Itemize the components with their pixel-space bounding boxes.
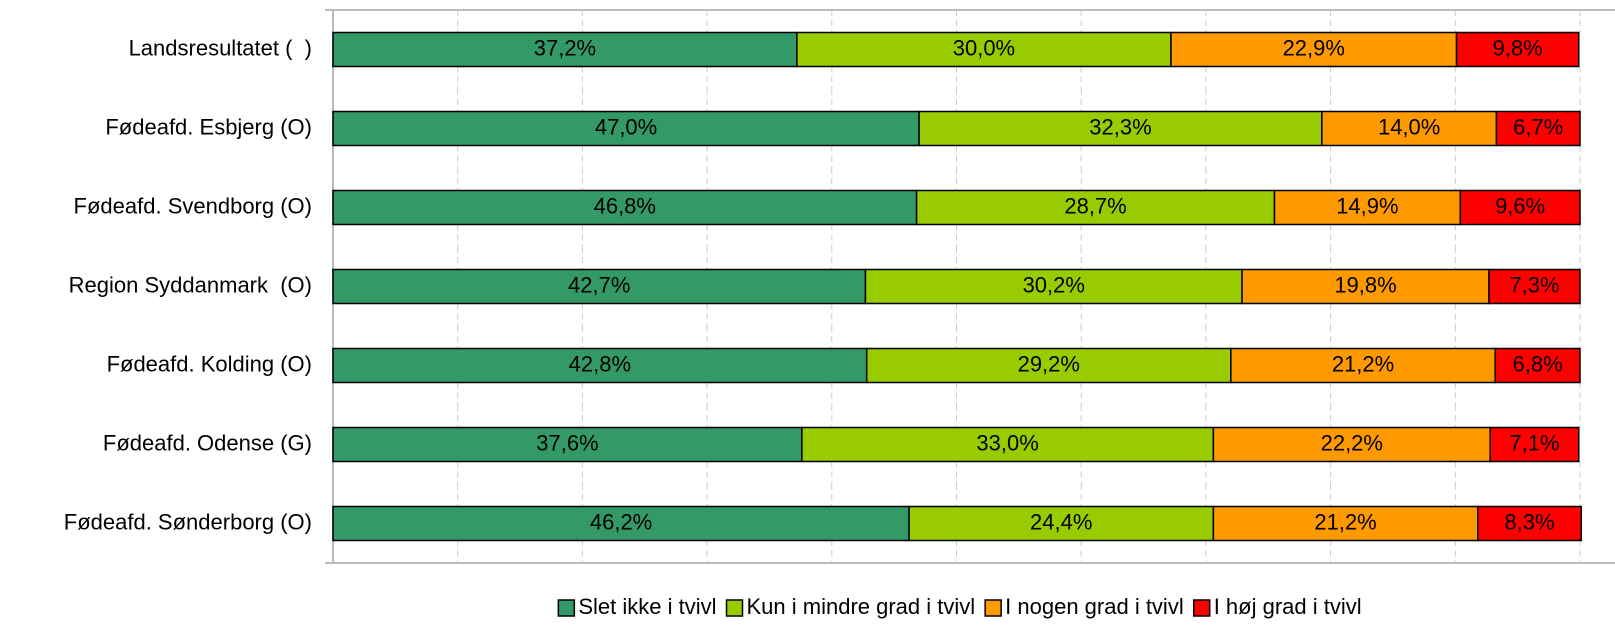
bar-segment (1212, 505, 1479, 542)
bar-segment (332, 189, 918, 226)
value-label: 6,7% (1513, 114, 1563, 139)
value-label: 30,2% (1023, 272, 1085, 297)
legend-swatch (1192, 599, 1211, 617)
value-label: 33,0% (976, 430, 1038, 455)
bar-segment (1495, 110, 1581, 147)
bar-segment (796, 31, 1172, 68)
bar-segment (908, 505, 1215, 542)
value-label: 22,2% (1321, 430, 1383, 455)
value-label: 32,3% (1089, 114, 1151, 139)
bar-segment (332, 110, 920, 147)
bar-segment (1459, 189, 1581, 226)
bar-segment (1489, 426, 1580, 463)
legend-swatch (557, 599, 576, 617)
value-label: 24,4% (1030, 509, 1092, 534)
value-label: 46,2% (590, 509, 652, 534)
bar-segment (918, 110, 1323, 147)
value-label: 19,8% (1334, 272, 1396, 297)
value-label: 7,3% (1509, 272, 1559, 297)
value-label: 37,2% (534, 35, 596, 60)
value-label: 29,2% (1018, 351, 1080, 376)
bar-segment (1273, 189, 1462, 226)
bar-segment (864, 268, 1243, 305)
value-label: 14,9% (1336, 193, 1398, 218)
legend-label: Slet ikke i tvivl (578, 594, 716, 619)
value-label: 7,1% (1509, 430, 1559, 455)
value-label: 46,8% (594, 193, 656, 218)
value-label: 21,2% (1314, 509, 1376, 534)
category-label: Fødeafd. Sønderborg (O) (64, 509, 312, 534)
legend-label: I høj grad i tvivl (1214, 594, 1362, 619)
value-label: 8,3% (1504, 509, 1554, 534)
bar-segment (1488, 268, 1581, 305)
value-label: 30,0% (953, 35, 1015, 60)
bar-segment (1494, 347, 1581, 384)
value-label: 37,6% (536, 430, 598, 455)
value-label: 28,7% (1064, 193, 1126, 218)
legend-swatch (984, 599, 1002, 617)
value-label: 47,0% (595, 114, 657, 139)
category-label: Fødeafd. Svendborg (O) (74, 193, 312, 218)
bar-segment (1321, 110, 1498, 147)
bar-segment (1455, 31, 1580, 68)
legend-swatch (725, 599, 744, 617)
category-label: Fødeafd. Odense (G) (103, 430, 312, 455)
bar-segment (332, 505, 910, 542)
bar-segment (332, 268, 867, 305)
value-label: 9,6% (1495, 193, 1545, 218)
bar-segment (1476, 505, 1582, 542)
value-label: 9,8% (1493, 35, 1543, 60)
category-label: Region Syddanmark (O) (69, 272, 312, 297)
bar-segment (332, 31, 798, 68)
value-label: 42,7% (568, 272, 630, 297)
category-label: Fødeafd. Esbjerg (O) (105, 114, 312, 139)
value-label: 6,8% (1513, 351, 1563, 376)
bar-segment (915, 189, 1276, 226)
legend-label: I nogen grad i tvivl (1005, 594, 1184, 619)
category-label: Fødeafd. Kolding (O) (107, 351, 312, 376)
bar-segment (1241, 268, 1490, 305)
legend-label: Kun i mindre grad i tvivl (747, 594, 976, 619)
value-label: 42,8% (569, 351, 631, 376)
value-label: 21,2% (1332, 351, 1394, 376)
value-label: 22,9% (1283, 35, 1345, 60)
category-label: Landsresultatet ( ) (129, 35, 312, 60)
bar-segment (865, 347, 1232, 384)
value-label: 14,0% (1378, 114, 1440, 139)
